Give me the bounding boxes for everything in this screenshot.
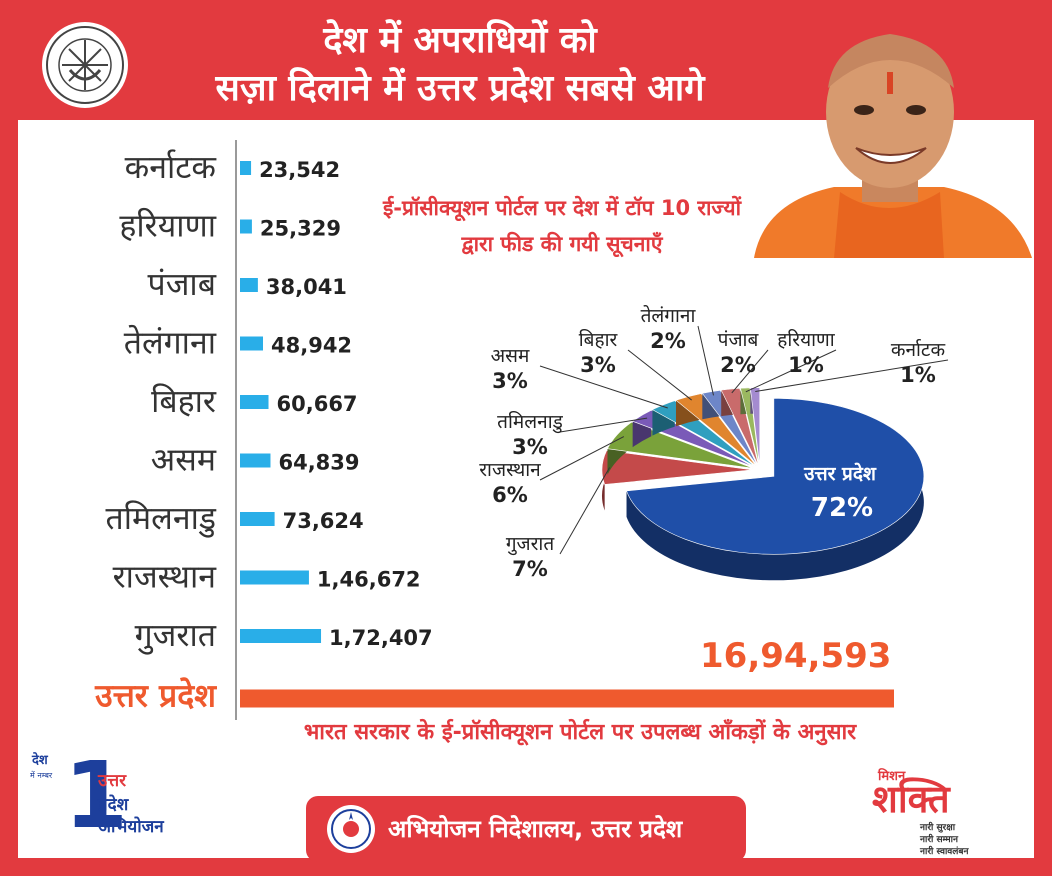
pie-leader-line xyxy=(539,365,668,409)
pie-slice-name-label: गुजरात xyxy=(506,533,555,556)
bar-value-label: 25,329 xyxy=(260,217,341,241)
bar-category-label: असम xyxy=(151,441,217,479)
pie-slice-value-label: 3% xyxy=(512,435,548,459)
pie-slice-value-label: 6% xyxy=(492,483,528,507)
portal-subtitle: ई-प्रॉसीक्यूशन पोर्टल पर देश में टॉप 10 … xyxy=(382,196,742,256)
pie-leader-line xyxy=(559,467,611,555)
pie-leader-line xyxy=(539,436,625,481)
pie-slice xyxy=(720,387,759,466)
pie-slice-value-label: 3% xyxy=(492,369,528,393)
logo-tagline-2: नारी सम्मान xyxy=(920,835,958,845)
source-note: भारत सरकार के ई-प्रॉसीक्यूशन पोर्टल पर उ… xyxy=(303,720,857,745)
police-seal-icon xyxy=(327,805,375,853)
bar-value-label: 38,041 xyxy=(266,275,347,299)
pie-slice xyxy=(601,450,753,485)
footer-banner: अभियोजन निदेशालय, उत्तर प्रदेश xyxy=(306,796,746,862)
uttar-pradesh-total-label: 16,94,593 xyxy=(700,636,892,676)
bar-mark xyxy=(240,689,894,708)
pie-slice xyxy=(626,398,925,555)
bar-mark xyxy=(240,629,322,643)
logo-tagline-1: नारी सुरक्षा xyxy=(920,823,956,833)
bar-category-label: तमिलनाडु xyxy=(105,499,216,538)
pie-leader-line xyxy=(559,417,648,433)
pie-slice-name-label: हरियाणा xyxy=(777,328,835,351)
bar-value-label: 73,624 xyxy=(283,509,364,533)
bar-category-label: हरियाणा xyxy=(119,207,216,245)
pie-slice-name-label: तेलंगाना xyxy=(641,304,697,327)
pie-slice-value-label: 2% xyxy=(650,329,686,353)
logo-pradesh-text: प्रदेश xyxy=(98,795,129,815)
bar-mark xyxy=(240,219,252,234)
logo-nambar-text: में नम्बर xyxy=(30,771,53,780)
pie-leader-line xyxy=(731,349,769,394)
pie-slice-name-label: पंजाब xyxy=(718,329,760,351)
bar-category-label: राजस्थान xyxy=(113,558,218,596)
desh-mein-number-1-logo: देश में नम्बर 1 उत्तर प्रदेश अभियोजन xyxy=(24,748,214,854)
page-title-line-2: सज़ा दिलाने में उत्तर प्रदेश सबसे आगे xyxy=(215,68,705,109)
state-share-pie-chart: उत्तर प्रदेश 72% गुजरात7% राजस्थान6% तमिलनाड… xyxy=(479,304,949,581)
logo-uttar-text: उत्तर xyxy=(98,771,127,791)
logo-mission-text: मिशन xyxy=(878,769,906,784)
pie-slice-name-label: बिहार xyxy=(579,328,619,351)
pie-slice-value-label: 1% xyxy=(788,353,824,377)
up-government-emblem-icon xyxy=(42,22,128,108)
bar-value-label: 60,667 xyxy=(277,392,358,416)
bar-mark xyxy=(240,453,271,468)
mission-shakti-logo: मिशन शक्ति नारी सुरक्षा नारी सम्मान नारी… xyxy=(838,766,1014,858)
pie-slice-name-label: कर्नाटक xyxy=(891,338,946,361)
bar-value-label: 64,839 xyxy=(278,451,359,475)
pie-leader-line xyxy=(697,325,714,396)
pie-slice-value-label: 3% xyxy=(580,353,616,377)
logo-desh-text: देश xyxy=(32,753,48,768)
bar-category-label: पंजाब xyxy=(148,265,217,303)
pie-slice xyxy=(675,393,757,467)
bar-category-label: तेलंगाना xyxy=(124,324,217,362)
bar-category-label: बिहार xyxy=(151,382,217,420)
bar-category-label: कर्नाटक xyxy=(125,148,218,186)
pie-slice-name-label: तमिलनाडु xyxy=(497,410,563,434)
pie-slice-value-label: 72% xyxy=(811,493,873,523)
bar-category-label: उत्तर प्रदेश xyxy=(94,677,217,715)
bar-mark xyxy=(240,570,309,585)
pie-leader-line xyxy=(627,349,692,401)
page-title-line-1: देश में अपराधियों को xyxy=(323,20,597,61)
bar-mark xyxy=(240,161,252,175)
pie-slice xyxy=(701,389,758,466)
pie-slice-name-label: असम xyxy=(491,345,530,367)
bar-category-label: गुजरात xyxy=(135,616,217,655)
logo-number-one: 1 xyxy=(64,742,129,849)
pie-slice-name-label: राजस्थान xyxy=(479,459,541,481)
chief-minister-portrait xyxy=(754,34,1032,258)
pie-slice-value-label: 7% xyxy=(512,557,548,581)
pie-slice xyxy=(740,387,760,466)
state-bar-chart: कर्नाटक 23,542 हरियाणा 25,329 पंजाब 38,041 तेल… xyxy=(94,140,894,720)
pie-slice-value-label: 2% xyxy=(720,353,756,377)
logo-tagline-3: नारी स्वावलंबन xyxy=(920,847,969,857)
pie-slice-name-label: उत्तर प्रदेश xyxy=(803,462,877,485)
bar-mark xyxy=(240,395,269,409)
bar-value-label: 1,72,407 xyxy=(329,626,433,650)
logo-abhiyojan-text: अभियोजन xyxy=(98,817,164,837)
pie-slice-value-label: 1% xyxy=(900,363,936,387)
logo-shakti-text: शक्ति xyxy=(872,777,950,821)
pie-leader-line xyxy=(745,349,837,393)
department-name: अभियोजन निदेशालय, उत्तर प्रदेश xyxy=(388,815,683,843)
pie-leader-line xyxy=(755,359,949,393)
bar-value-label: 23,542 xyxy=(259,158,340,182)
bar-mark xyxy=(240,336,264,351)
bar-mark xyxy=(240,278,258,292)
bar-mark xyxy=(240,512,275,526)
bar-value-label: 48,942 xyxy=(271,334,352,358)
bar-value-label: 1,46,672 xyxy=(317,568,421,592)
